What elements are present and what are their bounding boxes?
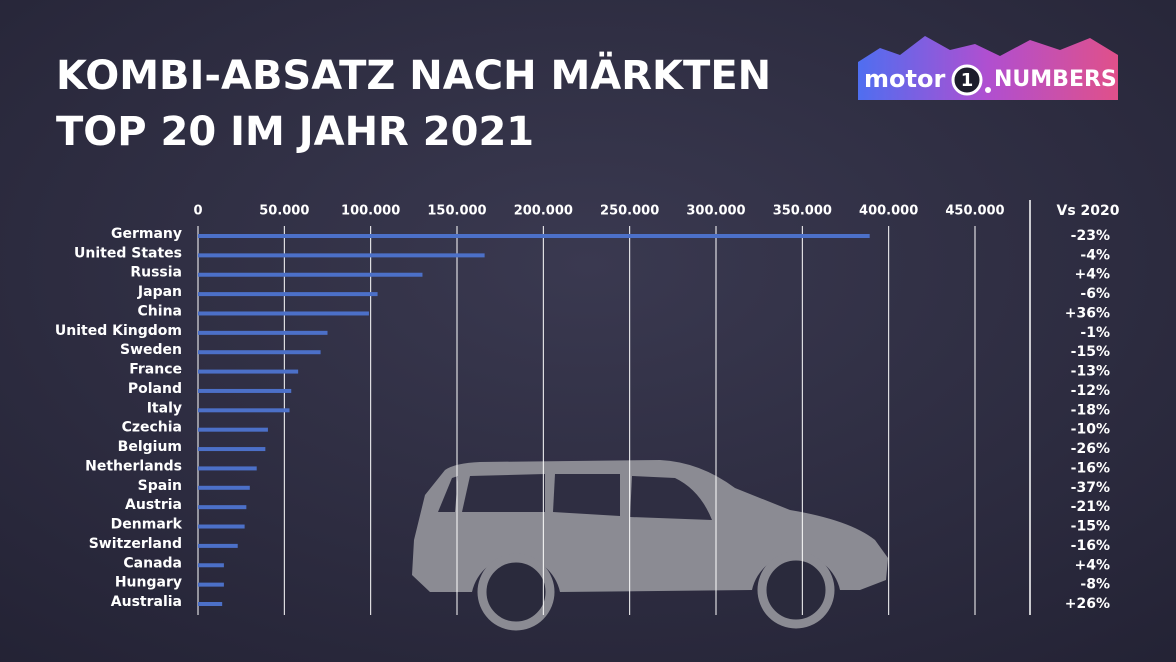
y-tick-label: Canada — [123, 555, 182, 571]
x-tick-label: 50.000 — [259, 204, 309, 219]
change-label: -18% — [1071, 402, 1110, 418]
bar — [198, 311, 369, 316]
y-tick-label: Netherlands — [85, 458, 182, 474]
bar — [198, 602, 223, 606]
change-label: -15% — [1071, 519, 1110, 535]
bar — [198, 485, 250, 490]
bar — [198, 272, 423, 277]
y-tick-label: Belgium — [118, 439, 182, 455]
bar — [198, 563, 224, 568]
change-label: -16% — [1071, 538, 1110, 554]
logo: motor 1 NUMBERS — [858, 36, 1118, 100]
logo-dot — [985, 87, 991, 93]
chart-subtitle: TOP 20 IM JAHR 2021 — [56, 109, 534, 155]
y-tick-label: United Kingdom — [55, 323, 182, 339]
y-tick-label: Germany — [111, 226, 182, 242]
x-tick-label: 100.000 — [341, 204, 400, 219]
logo-mountains — [858, 36, 1118, 100]
change-label: -15% — [1071, 344, 1110, 360]
change-label: -8% — [1080, 577, 1110, 593]
bar — [198, 253, 485, 258]
change-label: -4% — [1080, 247, 1110, 263]
bar — [198, 505, 247, 510]
chart-title: KOMBI-ABSATZ NACH MÄRKTEN — [56, 51, 771, 99]
change-label: -23% — [1071, 228, 1110, 244]
y-tick-label: Switzerland — [89, 536, 182, 552]
change-label: -1% — [1080, 325, 1110, 341]
logo-suffix: NUMBERS — [994, 67, 1117, 92]
x-tick-label: 300.000 — [686, 204, 745, 219]
change-label: -21% — [1071, 499, 1110, 515]
x-tick-label: 150.000 — [427, 204, 486, 219]
bar — [198, 292, 378, 297]
change-label: -16% — [1071, 460, 1110, 476]
y-tick-label: Austria — [125, 497, 182, 513]
bar — [198, 388, 292, 393]
x-tick-label: 0 — [193, 204, 202, 219]
y-tick-label: United States — [74, 245, 182, 261]
y-tick-label: Czechia — [122, 420, 182, 436]
x-tick-label: 450.000 — [945, 204, 1004, 219]
y-tick-label: Hungary — [115, 575, 182, 591]
change-label: -37% — [1071, 480, 1110, 496]
change-label: +4% — [1075, 267, 1111, 283]
change-label: -13% — [1071, 364, 1110, 380]
y-tick-label: France — [129, 362, 182, 378]
x-tick-label: 200.000 — [514, 204, 573, 219]
bar — [198, 524, 245, 529]
car-windows — [438, 474, 712, 520]
y-tick-label: Russia — [130, 265, 182, 281]
y-tick-label: Denmark — [111, 517, 183, 533]
change-label: -26% — [1071, 441, 1110, 457]
change-label: +26% — [1065, 596, 1110, 612]
bar — [198, 582, 224, 587]
x-tick-label: 400.000 — [859, 204, 918, 219]
change-header: Vs 2020 — [1056, 203, 1119, 219]
y-tick-label: Poland — [128, 381, 182, 397]
change-label: -6% — [1080, 286, 1110, 302]
bar — [198, 408, 290, 413]
y-tick-label: Australia — [111, 594, 182, 610]
x-tick-label: 350.000 — [773, 204, 832, 219]
y-tick-label: Sweden — [120, 342, 182, 358]
car-wheel — [477, 553, 555, 631]
bar — [198, 427, 268, 432]
logo-circle — [951, 64, 983, 96]
bar — [198, 543, 238, 548]
y-tick-label: Spain — [138, 478, 182, 494]
x-tick-label: 250.000 — [600, 204, 659, 219]
bar — [198, 466, 257, 471]
car-wheel — [757, 551, 835, 629]
bar — [198, 234, 870, 238]
y-tick-label: Italy — [147, 400, 182, 416]
bar — [198, 369, 299, 374]
y-tick-label: Japan — [137, 284, 182, 300]
change-label: -12% — [1071, 383, 1110, 399]
logo-prefix: motor — [864, 65, 945, 93]
logo-digit: 1 — [961, 70, 974, 91]
bar — [198, 330, 328, 335]
bar — [198, 350, 321, 355]
change-label: -10% — [1071, 422, 1110, 438]
bar — [198, 447, 266, 452]
y-tick-label: China — [138, 303, 182, 319]
change-label: +4% — [1075, 557, 1111, 573]
change-label: +36% — [1065, 305, 1110, 321]
